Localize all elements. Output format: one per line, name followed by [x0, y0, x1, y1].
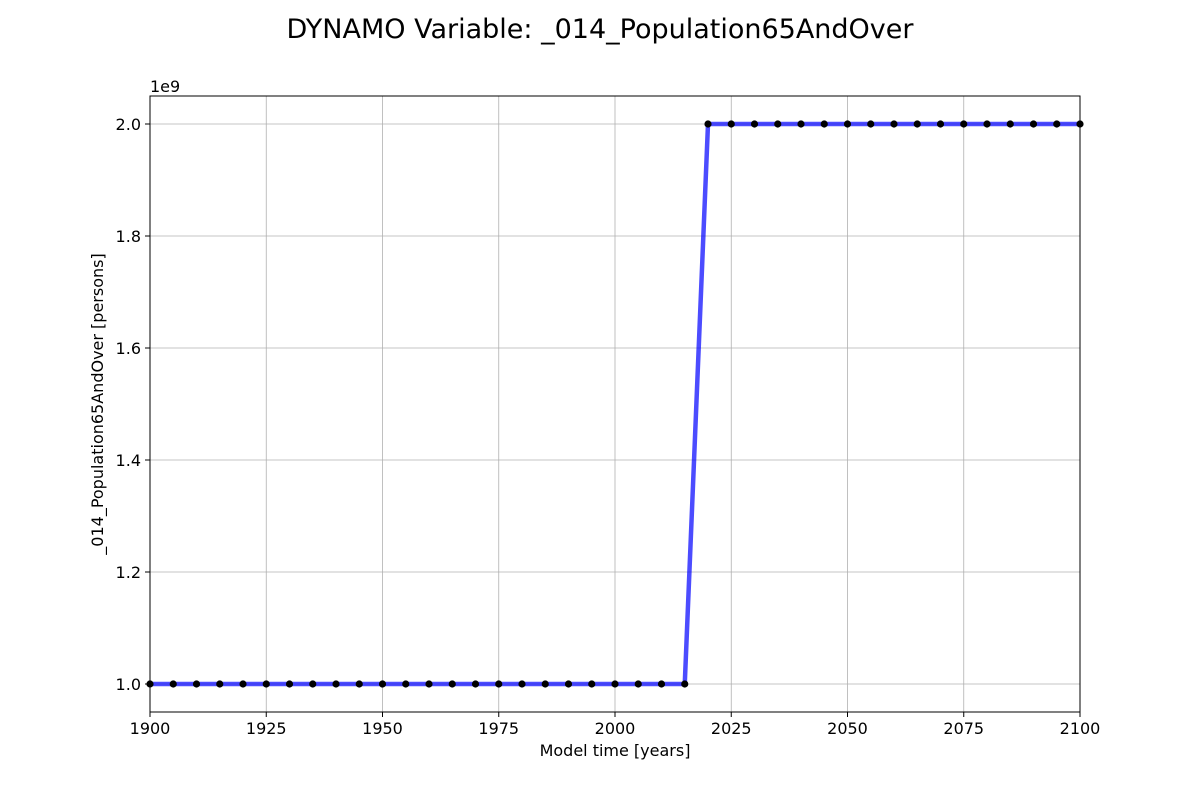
x-axis: 1900 1925 1950 1975 2000 2025 2050 2075 2100	[130, 712, 1101, 738]
data-point	[169, 680, 177, 688]
y-tick-label: 1.6	[116, 339, 141, 358]
data-point	[867, 120, 875, 128]
data-point	[564, 680, 573, 688]
y-axis: 1.0 1.2 1.4 1.6 1.8 2.0	[116, 115, 150, 694]
x-tick-label: 2050	[827, 719, 868, 738]
data-point	[262, 680, 270, 688]
data-point	[239, 680, 247, 688]
y-tick-label: 1.2	[116, 563, 141, 582]
x-tick-label: 1900	[130, 719, 171, 738]
data-point	[216, 680, 224, 688]
y-tick-label: 1.0	[116, 675, 141, 694]
y-scale-label: 1e9	[150, 77, 180, 96]
data-point	[727, 120, 735, 128]
data-point	[913, 120, 921, 128]
x-tick-label: 2025	[711, 719, 752, 738]
chart-title: DYNAMO Variable: _014_Population65AndOve…	[286, 14, 914, 45]
data-point	[285, 680, 294, 688]
data-point	[518, 680, 526, 688]
data-point	[681, 680, 689, 688]
data-point	[448, 680, 456, 688]
x-tick-label: 2075	[943, 719, 984, 738]
data-point	[890, 120, 898, 128]
data-point	[1053, 120, 1061, 128]
x-tick-label: 2000	[595, 719, 636, 738]
grid	[149, 96, 1081, 712]
data-point	[588, 680, 596, 688]
data-point	[657, 680, 666, 688]
data-point	[983, 120, 991, 128]
data-point	[402, 680, 410, 688]
plot-area	[146, 120, 1084, 688]
data-point	[495, 680, 503, 688]
data-point	[355, 680, 363, 688]
y-tick-label: 1.8	[116, 227, 141, 246]
data-point	[704, 120, 712, 128]
x-tick-label: 1975	[478, 719, 519, 738]
data-point	[332, 680, 340, 688]
data-point	[843, 120, 852, 128]
data-point	[378, 680, 387, 688]
data-point	[192, 680, 201, 688]
data-point	[1006, 120, 1014, 128]
data-point	[541, 680, 549, 688]
data-point	[471, 680, 480, 688]
x-tick-label: 1950	[362, 719, 403, 738]
x-tick-label: 1925	[246, 719, 287, 738]
data-point	[797, 120, 805, 128]
y-tick-label: 2.0	[116, 115, 141, 134]
data-point	[960, 120, 968, 128]
data-point	[611, 680, 619, 688]
y-axis-label: _014_Population65AndOver [persons]	[88, 253, 108, 555]
y-tick-label: 1.4	[116, 451, 141, 470]
data-point	[774, 120, 782, 128]
data-point	[634, 680, 642, 688]
x-tick-label: 2100	[1060, 719, 1101, 738]
data-point	[750, 120, 759, 128]
data-point	[820, 120, 828, 128]
data-point	[309, 680, 317, 688]
data-point	[936, 120, 945, 128]
data-point	[1029, 120, 1038, 128]
data-point	[425, 680, 433, 688]
x-axis-label: Model time [years]	[540, 741, 691, 760]
